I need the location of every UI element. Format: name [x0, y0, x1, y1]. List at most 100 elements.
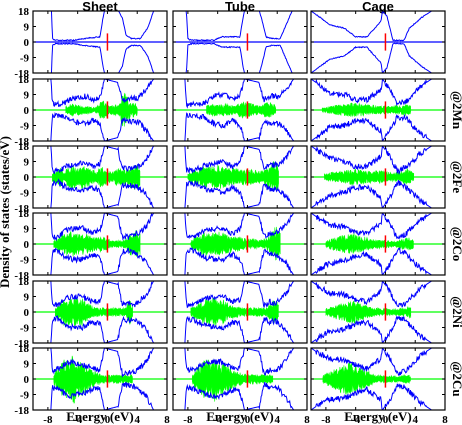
row-labels: @2Mn @2Fe @2Co @2Ni @2Cu	[450, 91, 462, 397]
y-axis-label: Density of states (states/eV)	[0, 136, 12, 288]
panel-r1-c2	[310, 78, 446, 142]
x-tick-label: -8	[43, 414, 53, 425]
x-tick-label: 8	[304, 414, 310, 425]
total-dos-down	[311, 113, 445, 141]
panel-r4-c0	[32, 280, 168, 344]
y-tick-label: -18	[14, 338, 29, 350]
x-axis-label: Energy (eV)	[344, 409, 412, 424]
pdos-area	[192, 359, 274, 402]
panel-r1-c1	[172, 78, 308, 142]
pdos-area	[325, 233, 414, 255]
total-dos-down	[33, 315, 167, 343]
panel-r3-c0	[32, 212, 168, 276]
x-tick-label: -4	[213, 414, 223, 425]
y-tick-label: -9	[20, 188, 30, 200]
total-dos-up	[173, 348, 307, 377]
x-tick-label: 8	[164, 414, 170, 425]
total-dos-down	[33, 178, 167, 208]
y-tick-label: -18	[14, 203, 29, 215]
panel-r3-c2	[310, 212, 446, 276]
total-dos-up	[173, 213, 307, 240]
total-dos-up	[33, 348, 167, 379]
pdos-area	[53, 229, 141, 257]
panel-r5-c2	[310, 347, 446, 411]
total-dos-down	[33, 247, 167, 275]
total-dos-up	[311, 79, 445, 107]
y-tick-label: -18	[14, 68, 29, 80]
total-dos-up	[173, 146, 307, 175]
y-tick-label: 0	[24, 239, 30, 251]
column-title-sheet: Sheet	[82, 0, 118, 14]
y-tick-label: -18	[14, 136, 29, 148]
y-tick-label: -9	[20, 53, 30, 65]
y-tick-label: 0	[24, 374, 30, 386]
axis-labels: Energy (eV) Density of states (states/eV…	[0, 136, 412, 424]
pdos-area	[187, 161, 279, 191]
total-dos-down	[33, 111, 167, 141]
y-tick-label: 0	[24, 105, 30, 117]
y-tick-label: 9	[24, 292, 30, 304]
total-dos-down	[311, 315, 445, 343]
total-dos-down	[173, 247, 307, 275]
total-dos-down	[311, 383, 445, 410]
row-label-2mn: @2Mn	[450, 91, 462, 130]
y-tick-labels: 1890-9-181890-9-181890-9-181890-9-181890…	[14, 6, 29, 417]
y-tick-label: 18	[18, 6, 30, 18]
total-dos-up	[311, 213, 445, 240]
y-tick-label: 18	[18, 343, 30, 355]
y-tick-label: -9	[20, 121, 30, 133]
total-dos-up	[311, 11, 445, 42]
total-dos-up	[33, 146, 167, 175]
panel-r2-c1	[172, 145, 308, 209]
panel-r2-c2	[310, 145, 446, 209]
y-tick-label: -9	[20, 390, 30, 402]
x-tick-label: 0	[245, 414, 251, 425]
pdos-area	[322, 362, 411, 395]
x-tick-label: 8	[442, 414, 448, 425]
total-dos-down	[173, 315, 307, 343]
y-tick-label: 9	[24, 22, 30, 34]
y-tick-label: 18	[18, 74, 30, 86]
total-dos-up	[173, 79, 307, 109]
column-titles: Sheet Tube Cage	[82, 0, 394, 14]
row-label-2co: @2Co	[450, 227, 462, 261]
total-dos-up	[173, 11, 307, 42]
panel-r3-c1	[172, 212, 308, 276]
panel-r5-c1	[172, 347, 308, 411]
total-dos-down	[33, 381, 167, 410]
x-tick-label: 4	[412, 414, 418, 425]
row-label-2cu: @2Cu	[450, 361, 462, 396]
total-dos-down	[311, 246, 445, 275]
x-axis-label: Energy (eV)	[66, 409, 134, 424]
y-tick-label: 9	[24, 224, 30, 236]
panel-r0-c1	[172, 10, 308, 74]
total-dos-down	[33, 42, 167, 73]
x-tick-label: 0	[383, 414, 389, 425]
total-dos-up	[33, 79, 167, 107]
x-tick-labels: -8 -4 0 4 8 -8 -4 0 4 8 -8 -4 0 4 8	[43, 414, 448, 425]
total-dos-down	[173, 381, 307, 410]
total-dos-up	[173, 281, 307, 309]
x-tick-label: -4	[351, 414, 361, 425]
y-tick-label: 0	[24, 37, 30, 49]
x-tick-label: -4	[73, 414, 83, 425]
panel-r1-c0	[32, 78, 168, 142]
total-dos-down	[311, 42, 445, 73]
y-tick-label: -18	[14, 270, 29, 282]
total-dos-up	[311, 281, 445, 308]
x-tick-label: 4	[274, 414, 280, 425]
y-tick-label: -9	[20, 255, 30, 267]
y-tick-label: 9	[24, 359, 30, 371]
panel-r4-c1	[172, 280, 308, 344]
total-dos-up	[33, 11, 167, 42]
total-dos-up	[311, 146, 445, 175]
x-tick-label: 0	[105, 414, 111, 425]
panel-r4-c2	[310, 280, 446, 344]
y-tick-label: -9	[20, 323, 30, 335]
row-label-2fe: @2Fe	[450, 161, 462, 194]
panel-r0-c2	[310, 10, 446, 74]
column-title-tube: Tube	[225, 0, 255, 14]
total-dos-up	[311, 348, 445, 376]
y-tick-label: 18	[18, 208, 30, 220]
